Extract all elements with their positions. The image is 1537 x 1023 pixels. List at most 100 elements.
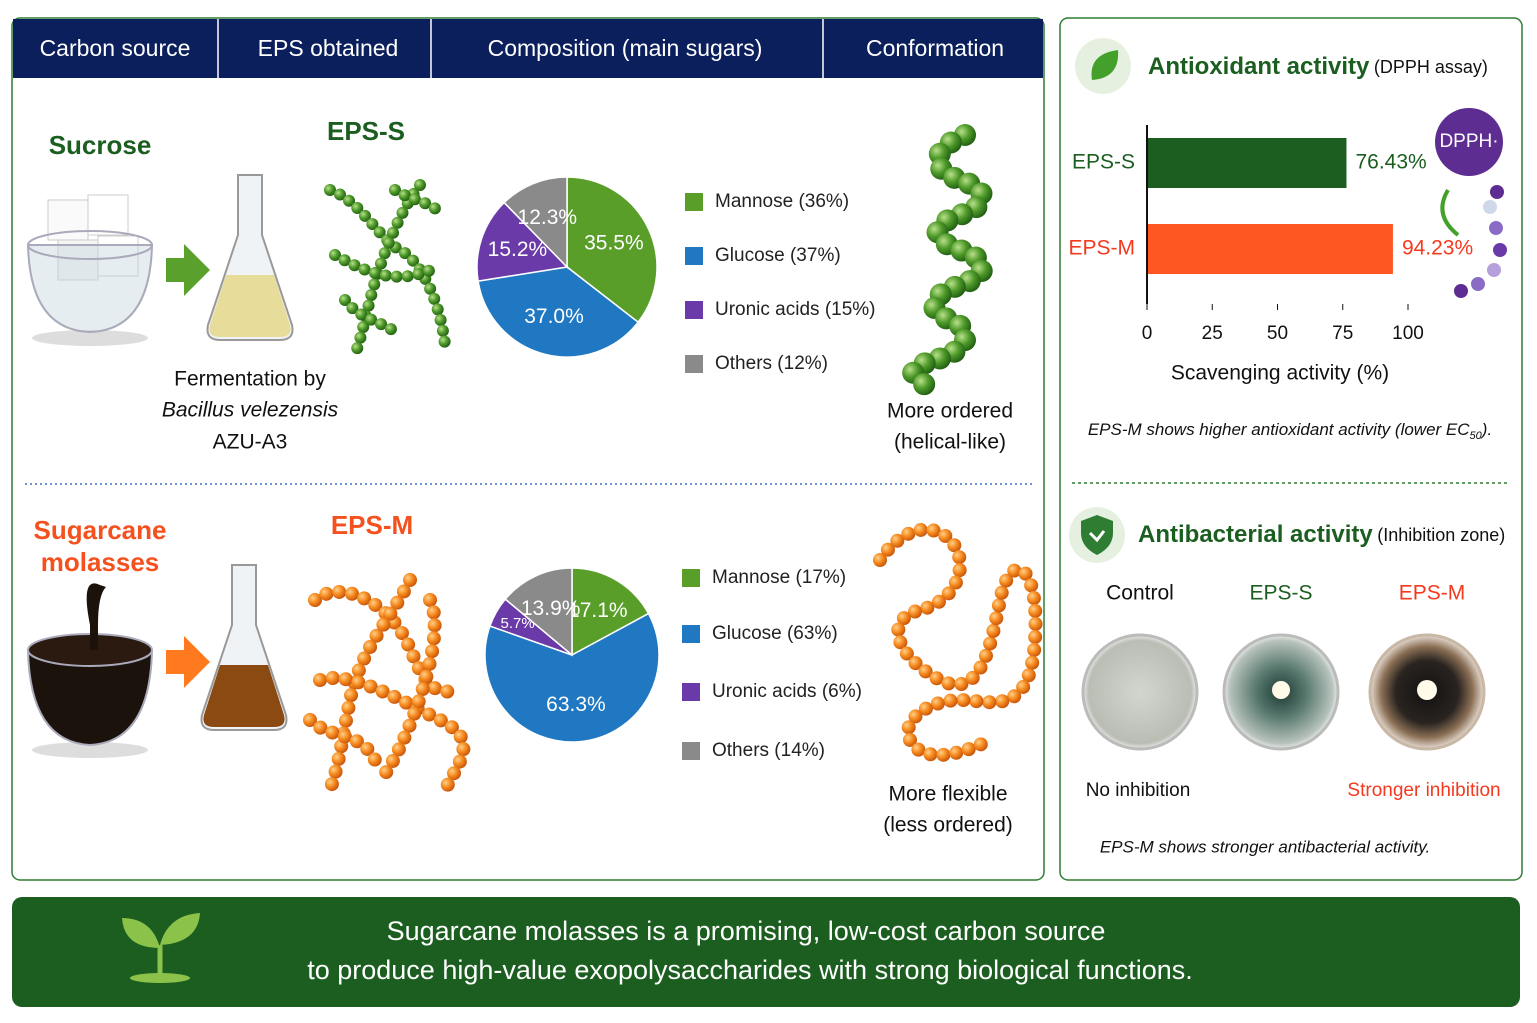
process-text: AZU-A3 — [213, 431, 288, 454]
bead — [376, 617, 391, 632]
slice-label: 17.1% — [568, 599, 628, 622]
bead — [908, 656, 923, 671]
leaf — [160, 913, 200, 945]
bead — [362, 299, 375, 312]
arrow — [166, 244, 210, 296]
molasses-drip — [86, 583, 106, 650]
flask-icon — [200, 564, 288, 731]
carbon-source: Sucrose — [49, 130, 152, 160]
pie-slice — [503, 176, 568, 269]
bead — [325, 671, 340, 686]
leaf — [122, 918, 160, 948]
section-title: Antioxidant activity (DPPH assay) — [1148, 53, 1488, 80]
bead — [918, 701, 933, 716]
bead — [369, 267, 382, 280]
note-text: EPS-M shows higher antioxidant activity … — [1088, 420, 1470, 439]
bead — [453, 729, 468, 744]
bead — [991, 598, 1006, 613]
bead — [313, 720, 328, 735]
bead — [387, 689, 402, 704]
dpph-bead — [1489, 221, 1503, 235]
bead — [954, 677, 969, 692]
slice-label: 15.2% — [488, 238, 548, 261]
dpph-bead — [1483, 200, 1497, 214]
title: Antibacterial activity — [1138, 521, 1373, 548]
bead — [433, 713, 448, 728]
bead — [1028, 603, 1043, 618]
bead — [428, 202, 441, 215]
flask-liquid — [209, 275, 291, 337]
bead — [351, 342, 364, 355]
legend-label: Others (12%) — [715, 353, 828, 374]
bead — [412, 268, 425, 281]
header-cell: Conformation — [866, 35, 1004, 61]
bead — [873, 553, 887, 567]
dpph-circle — [1435, 108, 1503, 176]
slice-label: 63.3% — [546, 693, 606, 716]
bead — [999, 573, 1014, 588]
bead — [357, 321, 370, 334]
bead — [911, 742, 926, 757]
bead — [994, 585, 1009, 600]
bead — [920, 600, 935, 615]
bead — [983, 636, 998, 651]
legend-swatch — [682, 569, 700, 587]
bead — [982, 695, 997, 710]
pie-slice — [477, 266, 640, 358]
bead — [345, 586, 360, 601]
bead — [406, 254, 419, 267]
bead — [1007, 563, 1022, 578]
bead — [431, 303, 444, 316]
bead — [902, 732, 917, 747]
footer-text: Sugarcane molasses is a promising, low-c… — [387, 916, 1106, 946]
bead — [425, 644, 440, 659]
bead — [391, 216, 404, 229]
eps-label: EPS-M — [331, 510, 413, 540]
bead — [363, 679, 378, 694]
leaf-icon — [1091, 50, 1119, 80]
reaction-arrow — [1440, 188, 1460, 237]
x-tick-label: 25 — [1202, 323, 1223, 344]
bead — [880, 542, 895, 557]
bead — [406, 649, 421, 664]
bead — [383, 606, 398, 621]
bead — [427, 618, 442, 633]
bead — [357, 591, 372, 606]
bead — [375, 684, 390, 699]
shield-icon — [1081, 515, 1113, 555]
plate-caption: No inhibition — [1086, 780, 1191, 801]
conformation-text: (helical-like) — [894, 431, 1006, 454]
dpph-bead — [1471, 277, 1485, 291]
petri-dish — [1081, 633, 1199, 751]
process-text: Fermentation by — [174, 368, 326, 391]
bead — [303, 713, 317, 727]
bead — [1016, 679, 1031, 694]
dpph-bead — [1490, 185, 1504, 199]
bead — [344, 688, 359, 703]
bead — [351, 675, 366, 690]
sugar-bowl-icon — [26, 194, 154, 346]
bead — [378, 247, 391, 260]
shadow — [32, 742, 148, 758]
bead — [359, 209, 372, 222]
bead — [989, 611, 1004, 626]
disc — [1272, 681, 1290, 699]
bead — [399, 695, 414, 710]
bead — [952, 563, 967, 578]
bowl-rim — [27, 230, 153, 260]
footer-text: to produce high-value exopolysaccharides… — [307, 955, 1193, 985]
bead — [363, 639, 378, 654]
bead — [926, 523, 941, 538]
bead — [938, 528, 953, 543]
bead — [396, 584, 411, 599]
bead — [308, 593, 322, 607]
bead — [419, 669, 434, 684]
slice-label: 37.0% — [524, 305, 584, 328]
bead — [438, 335, 451, 348]
plate-caption: Stronger inhibition — [1347, 780, 1500, 801]
bead — [355, 308, 368, 321]
bead — [986, 623, 1001, 638]
bead — [351, 663, 366, 678]
dpph-bead — [1493, 243, 1507, 257]
bead — [947, 538, 962, 553]
